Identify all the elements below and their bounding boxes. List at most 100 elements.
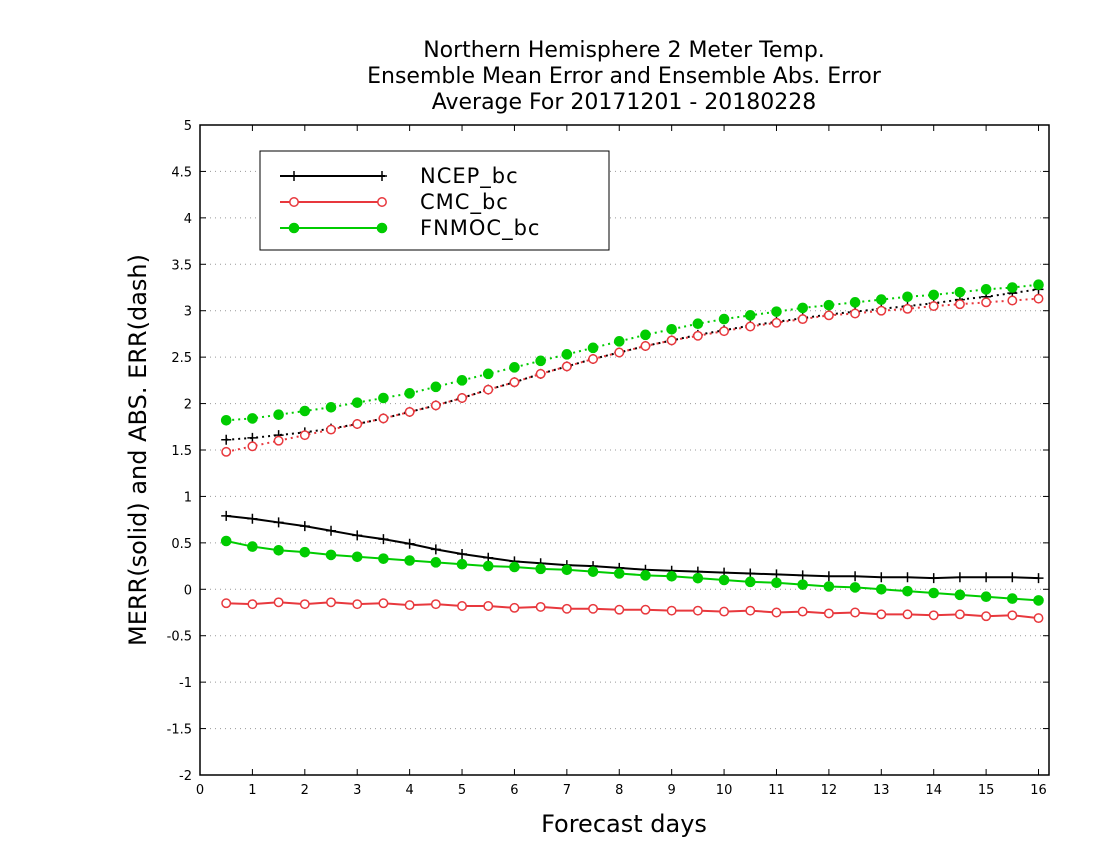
abs-error-point-cmc-bc (640, 341, 651, 351)
x-tick-label: 10 (716, 783, 733, 798)
abs-error-point-fnmoc-bc (640, 329, 651, 341)
y-tick-label: 5 (184, 119, 192, 134)
legend-marker (288, 222, 300, 234)
abs-error-point-fnmoc-bc (456, 375, 468, 386)
y-tick-label: 2.5 (171, 351, 192, 366)
mean-error-point-fnmoc-bc (299, 546, 311, 558)
abs-error-point-fnmoc-bc (744, 310, 756, 321)
mean-error-point-cmc-bc (588, 603, 599, 614)
mean-error-point-fnmoc-bc (1007, 593, 1018, 604)
chart-title: Northern Hemisphere 2 Meter Temp. Ensemb… (367, 38, 882, 115)
mean-error-point-cmc-bc (509, 602, 520, 613)
mean-error-point-cmc-bc (483, 601, 494, 611)
grid-lines (200, 170, 1049, 730)
abs-error-point-cmc-bc (1007, 295, 1018, 306)
mean-error-point-fnmoc-bc (718, 574, 730, 586)
abs-error-point-cmc-bc (719, 326, 730, 337)
abs-error-point-fnmoc-bc (509, 362, 520, 373)
mean-error-point-fnmoc-bc (456, 558, 468, 570)
mean-error-point-fnmoc-bc (928, 587, 940, 599)
abs-error-point-fnmoc-bc (849, 297, 861, 308)
abs-error-point-cmc-bc (430, 400, 441, 411)
mean-error-point-cmc-bc (404, 600, 415, 611)
abs-error-point-fnmoc-bc (378, 392, 389, 404)
abs-error-point-cmc-bc (876, 305, 887, 316)
x-tick-label: 13 (873, 783, 890, 798)
mean-error-point-ncep-bc (221, 510, 232, 521)
y-tick-label: 1 (184, 490, 192, 505)
mean-error-point-fnmoc-bc (640, 570, 651, 581)
abs-error-point-ncep-bc (221, 434, 232, 445)
abs-error-point-cmc-bc (221, 446, 232, 457)
y-tick-label: -1 (179, 676, 192, 691)
mean-error-point-fnmoc-bc (430, 557, 442, 568)
abs-error-point-cmc-bc (692, 330, 703, 341)
mean-error-point-fnmoc-bc (351, 551, 363, 563)
mean-error-point-ncep-bc (299, 521, 310, 532)
abs-error-point-cmc-bc (561, 361, 572, 372)
abs-error-point-fnmoc-bc (587, 342, 599, 354)
mean-error-point-fnmoc-bc (902, 585, 913, 597)
abs-error-point-fnmoc-bc (718, 313, 730, 325)
abs-error-point-cmc-bc (509, 377, 520, 388)
y-tick-label: -1.5 (167, 723, 192, 738)
mean-error-point-ncep-bc (273, 517, 284, 528)
x-tick-label: 9 (668, 783, 676, 798)
legend-label: NCEP_bc (420, 164, 519, 189)
mean-error-point-cmc-bc (745, 605, 756, 616)
abs-error-point-cmc-bc (745, 321, 756, 332)
abs-error-point-cmc-bc (535, 368, 546, 379)
legend-label: CMC_bc (420, 190, 509, 215)
mean-error-point-fnmoc-bc (482, 560, 494, 572)
x-tick-label: 12 (821, 783, 838, 798)
abs-error-point-cmc-bc (588, 354, 599, 364)
mean-error-point-fnmoc-bc (404, 555, 415, 566)
abs-error-line-ncep-bc (226, 288, 1039, 441)
series-ncep-bc (221, 284, 1044, 584)
legend-item-ncep-bc: NCEP_bc (280, 164, 519, 189)
mean-error-point-cmc-bc (326, 597, 336, 608)
legend-item-fnmoc-bc: FNMOC_bc (280, 216, 539, 241)
mean-error-point-fnmoc-bc (587, 566, 599, 577)
abs-error-point-cmc-bc (352, 419, 363, 429)
mean-error-point-cmc-bc (902, 609, 913, 620)
x-tick-label: 16 (1030, 783, 1047, 798)
mean-error-point-ncep-bc (430, 544, 441, 555)
mean-error-point-cmc-bc (1033, 613, 1044, 624)
abs-error-point-cmc-bc (666, 335, 677, 346)
y-tick-label: 0.5 (171, 537, 192, 552)
mean-error-point-cmc-bc (299, 599, 310, 610)
abs-error-point-fnmoc-bc (954, 286, 966, 298)
mean-error-point-fnmoc-bc (797, 579, 808, 590)
abs-error-line-fnmoc-bc (226, 283, 1039, 422)
abs-error-point-cmc-bc (797, 314, 808, 325)
abs-error-point-cmc-bc (771, 317, 782, 328)
mean-error-point-ncep-bc (797, 570, 808, 581)
x-tick-label: 0 (196, 783, 204, 798)
mean-error-point-cmc-bc (928, 610, 939, 621)
mean-error-point-fnmoc-bc (771, 577, 782, 589)
abs-error-point-cmc-bc (483, 384, 494, 395)
mean-error-point-fnmoc-bc (744, 576, 756, 588)
abs-error-point-cmc-bc (823, 310, 834, 321)
mean-error-point-ncep-bc (1033, 573, 1044, 584)
x-tick-label: 8 (615, 783, 623, 798)
mean-error-point-ncep-bc (850, 571, 861, 582)
abs-error-point-cmc-bc (457, 393, 467, 403)
x-axis-ticks: 0 1 2 3 4 5 6 7 8 9 10 11 12 13 14 15 16 (196, 125, 1047, 798)
x-tick-label: 4 (405, 783, 413, 798)
mean-error-point-fnmoc-bc (954, 589, 966, 601)
y-tick-label: 3 (184, 305, 192, 320)
mean-error-point-cmc-bc (876, 609, 887, 620)
x-tick-label: 7 (563, 783, 571, 798)
x-tick-label: 11 (768, 783, 785, 798)
mean-error-point-cmc-bc (640, 604, 651, 615)
x-tick-label: 5 (458, 783, 466, 798)
mean-error-point-fnmoc-bc (849, 582, 861, 593)
mean-error-point-fnmoc-bc (561, 564, 573, 576)
abs-error-point-cmc-bc (928, 301, 939, 312)
mean-error-point-fnmoc-bc (535, 563, 546, 575)
mean-error-point-cmc-bc (850, 607, 861, 618)
series-fnmoc-bc (220, 279, 1044, 606)
y-tick-label: 2 (184, 398, 192, 413)
